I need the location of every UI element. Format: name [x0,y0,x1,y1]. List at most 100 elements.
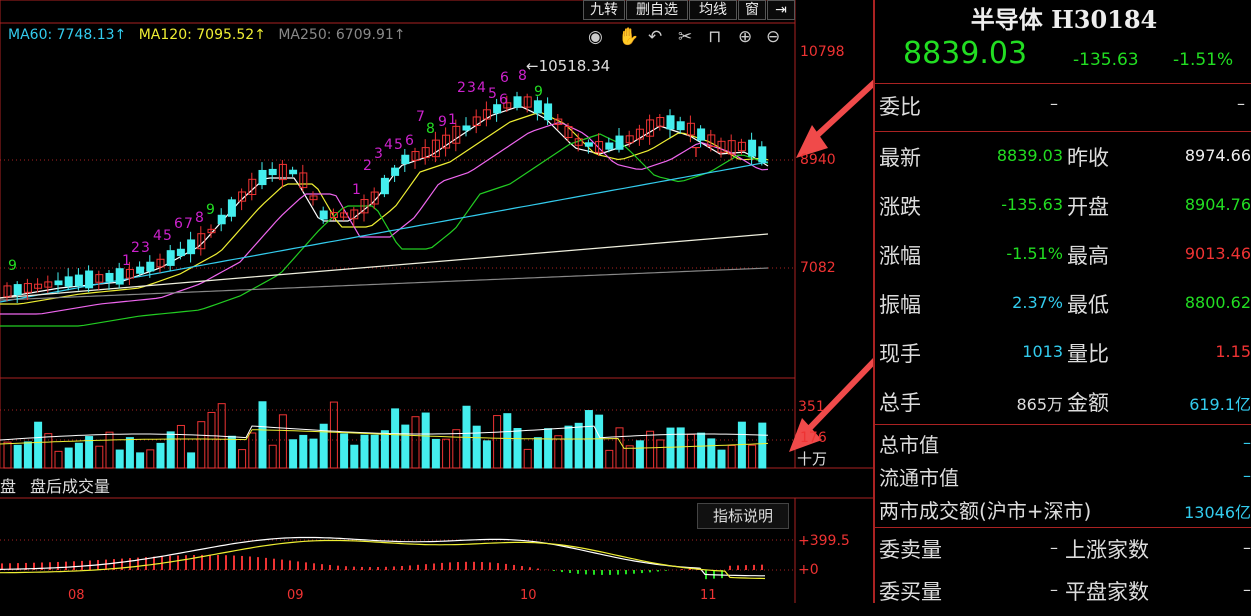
candle-body [136,266,145,274]
ma60-label: MA60: 7748.13↑ [8,27,127,43]
candle-body [472,116,481,126]
nine-turn-number: 7 [184,216,193,232]
macd-dif-line [0,536,765,577]
nine-turn-number: 9 [8,258,17,274]
volume-bar [289,439,298,469]
quote-row: 现手 1013 量比 1.15 [875,334,1251,382]
candle-body [717,140,726,153]
order-value: – [1243,538,1251,557]
candle-body [707,134,716,147]
macd-axis-label-zero: +0 [798,562,819,578]
candle-body [533,100,542,114]
zoom-in-icon[interactable]: ⊕ [738,27,753,47]
sub-tab-after-hours-volume[interactable]: 盘后成交量 [30,477,111,496]
quote-value: 8839.03 [996,146,1063,165]
candle-body [95,274,104,283]
moving-average-button[interactable]: 均线 [689,0,737,20]
volume-bar [656,439,665,469]
candle-body [748,139,757,157]
last-price: 8839.03 [903,36,1028,71]
candle-body [380,177,389,195]
red-arrow-annotation-2 [789,357,873,452]
quote-row: 振幅 2.37% 最低 8800.62 [875,285,1251,333]
zoom-out-icon[interactable]: ⊖ [766,27,781,47]
ma30-line [0,133,769,327]
peak-price-annotation: ←10518.34 [526,57,610,75]
nine-turn-number: 5 [488,86,497,102]
nine-turn-button[interactable]: 九转 [583,0,625,20]
volume-bar [615,427,624,469]
nine-turn-number: 8 [426,121,435,137]
quote-label: 量比 [1067,342,1109,366]
nine-turn-number: 2 [131,240,140,256]
volume-bar [544,428,553,469]
hand-icon[interactable]: ✋ [618,27,640,47]
divider [875,83,1251,84]
window-button[interactable]: 窗 [738,0,766,20]
eye-icon[interactable]: ◉ [588,27,603,47]
volume-bar [238,449,247,469]
volume-ma-line [0,429,769,449]
volume-axis-label-high: 351 [798,399,825,415]
volume-bar [115,449,124,469]
remove-watchlist-button[interactable]: 删自选 [626,0,688,20]
kline-chart-area[interactable]: 九转 删自选 均线 窗 ⇥ MA60: 7748.13↑ MA120: 7095… [0,0,873,603]
candle-body [605,142,614,150]
candle-body [697,128,706,141]
order-value: – [1050,538,1058,557]
nine-turn-number: 9 [438,114,447,130]
volume-bar [380,430,389,469]
sub-tab-pan[interactable]: 盘 [0,477,17,496]
market-row: 流通市值 – [875,460,1251,493]
ma120-curve [0,233,769,299]
volume-bar [533,437,542,469]
candle-body [309,195,318,201]
lock-icon[interactable]: ⊓ [708,27,722,47]
volume-bar [523,448,532,469]
nine-turn-number: 5 [163,228,172,244]
volume-bar [676,427,685,469]
candle-body [340,212,349,218]
price-axis-label-high: 10798 [800,44,845,60]
volume-bar [227,435,236,469]
quote-label: 开盘 [1067,195,1109,219]
pin-icon[interactable]: ⇥ [767,0,795,20]
candle-body [238,191,247,202]
quote-label: 昨收 [1067,146,1109,170]
undo-icon[interactable]: ↶ [648,27,663,47]
market-value: 13046亿 [1184,503,1251,522]
macd-dea-line [0,539,766,580]
candle-body [227,199,236,217]
volume-bar [74,442,83,469]
quote-value: 619.1亿 [1189,395,1251,414]
volume-bar [64,447,73,469]
quote-row: 涨跌 -135.63 开盘 8904.76 [875,187,1251,235]
macd-axis-label-high: +399.5 [798,533,850,549]
volume-bar [309,438,318,469]
candle-body [360,199,369,214]
kline-chart-svg[interactable] [0,0,873,603]
candle-body [442,134,451,149]
candle-body [401,154,410,165]
candle-body [125,268,134,279]
market-label: 总市值 [879,433,939,457]
weibi-value-2: – [1237,94,1245,113]
volume-bar [350,444,359,469]
volume-bar [574,422,583,469]
nine-turn-number: 2 [363,158,372,174]
volume-bar [727,444,736,469]
nine-turn-number: 2 [457,80,466,96]
quote-label: 现手 [879,342,921,366]
nine-turn-number: 6 [500,70,509,86]
quote-value: 8800.62 [1184,293,1251,312]
volume-bar [248,432,257,469]
volume-bar [625,445,634,469]
volume-bar [697,432,706,469]
quote-value: -1.51% [1006,244,1063,263]
candle-body [666,115,675,130]
indicator-explain-button[interactable]: 指标说明 [697,503,789,529]
scissors-icon[interactable]: ✂ [678,27,693,47]
volume-bar [360,434,369,469]
quote-label: 最新 [879,146,921,170]
candle-body [554,118,563,126]
